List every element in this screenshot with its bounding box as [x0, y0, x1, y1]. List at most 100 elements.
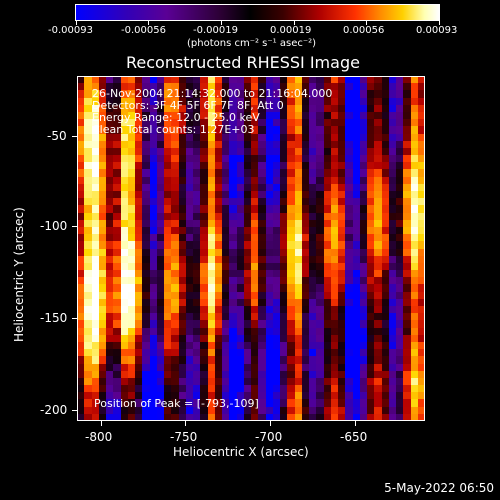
observation-time-range: 26-Nov-2004 21:14:32.000 to 21:16:04.000 [92, 87, 333, 100]
heatmap-cell [236, 377, 244, 386]
heatmap-cell [258, 349, 266, 357]
heatmap-cell [98, 284, 106, 292]
heatmap-cell [251, 248, 259, 256]
heatmap-cell [222, 363, 230, 371]
heatmap-cell [287, 327, 295, 335]
heatmap-cell [135, 133, 143, 141]
heatmap-cell [178, 83, 186, 91]
heatmap-cell [258, 133, 266, 141]
heatmap-cell [214, 377, 222, 386]
heatmap-cell [214, 147, 222, 156]
heatmap-cell [229, 219, 237, 227]
heatmap-cell [142, 212, 150, 220]
heatmap-cell [229, 119, 237, 127]
heatmap-cell [135, 248, 143, 256]
heatmap-cell [229, 313, 237, 321]
heatmap-cell [367, 356, 375, 364]
heatmap-cell [410, 248, 418, 256]
heatmap-cell [403, 234, 411, 242]
heatmap-cell [243, 140, 251, 148]
heatmap-cell [258, 176, 266, 184]
heatmap-cell [417, 284, 425, 292]
heatmap-cell [91, 377, 99, 386]
heatmap-cell [214, 270, 222, 278]
heatmap-cell [164, 349, 172, 357]
heatmap-cell [301, 370, 309, 378]
heatmap-cell [374, 377, 382, 386]
heatmap-cell [156, 205, 164, 213]
heatmap-cell [113, 277, 121, 285]
heatmap-cell [243, 270, 251, 278]
heatmap-cell [403, 226, 411, 235]
heatmap-cell [367, 262, 375, 271]
heatmap-cell [280, 313, 288, 321]
heatmap-cell [91, 126, 99, 134]
heatmap-cell [207, 176, 215, 184]
heatmap-grid [77, 76, 425, 421]
heatmap-cell [214, 363, 222, 371]
heatmap-cell [142, 83, 150, 91]
heatmap-cell [403, 377, 411, 386]
heatmap-cell [323, 413, 331, 421]
heatmap-cell [171, 406, 179, 414]
heatmap-cell [91, 399, 99, 407]
heatmap-cell [410, 385, 418, 393]
heatmap-cell [84, 140, 92, 148]
heatmap-cell [367, 370, 375, 378]
heatmap-cell [171, 306, 179, 314]
heatmap-cell [135, 83, 143, 91]
heatmap-cell [127, 241, 135, 249]
heatmap-cell [330, 406, 338, 414]
heatmap-cell [323, 97, 331, 105]
heatmap-cell [374, 270, 382, 278]
heatmap-cell [185, 183, 193, 191]
heatmap-cell [309, 413, 317, 421]
heatmap-cell [236, 76, 244, 84]
heatmap-cell [417, 363, 425, 371]
heatmap-cell [229, 320, 237, 328]
heatmap-cell [251, 406, 259, 414]
heatmap-cell [77, 327, 85, 335]
heatmap-cell [309, 334, 317, 342]
heatmap-cell [272, 356, 280, 364]
heatmap-cell [113, 327, 121, 335]
heatmap-cell [272, 241, 280, 249]
heatmap-cell [338, 241, 346, 249]
heatmap-cell [243, 298, 251, 306]
heatmap-cell [338, 291, 346, 299]
heatmap-cell [106, 363, 114, 371]
heatmap-cell [338, 140, 346, 148]
heatmap-cell [91, 191, 99, 199]
heatmap-cell [309, 327, 317, 335]
heatmap-cell [417, 399, 425, 407]
heatmap-cell [345, 126, 353, 134]
heatmap-cell [345, 111, 353, 120]
heatmap-cell [200, 327, 208, 335]
heatmap-cell [338, 306, 346, 314]
heatmap-cell [388, 377, 396, 386]
heatmap-cell [98, 226, 106, 235]
heatmap-cell [149, 399, 157, 407]
heatmap-cell [84, 126, 92, 134]
heatmap-cell [200, 291, 208, 299]
heatmap-cell [84, 119, 92, 127]
heatmap-cell [374, 83, 382, 91]
heatmap-cell [265, 306, 273, 314]
heatmap-cell [193, 169, 201, 177]
heatmap-cell [403, 241, 411, 249]
heatmap-cell [294, 385, 302, 393]
heatmap-cell [316, 169, 324, 177]
heatmap-cell [91, 284, 99, 292]
heatmap-cell [120, 262, 128, 271]
heatmap-cell [272, 226, 280, 235]
heatmap-cell [243, 176, 251, 184]
heatmap-cell [280, 169, 288, 177]
heatmap-cell [381, 385, 389, 393]
heatmap-cell [214, 341, 222, 350]
heatmap-cell [84, 147, 92, 156]
heatmap-cell [316, 76, 324, 84]
heatmap-cell [316, 191, 324, 199]
heatmap-cell [222, 212, 230, 220]
heatmap-cell [417, 248, 425, 256]
colorbar-tick-label-3: -0.00019 [193, 25, 238, 36]
